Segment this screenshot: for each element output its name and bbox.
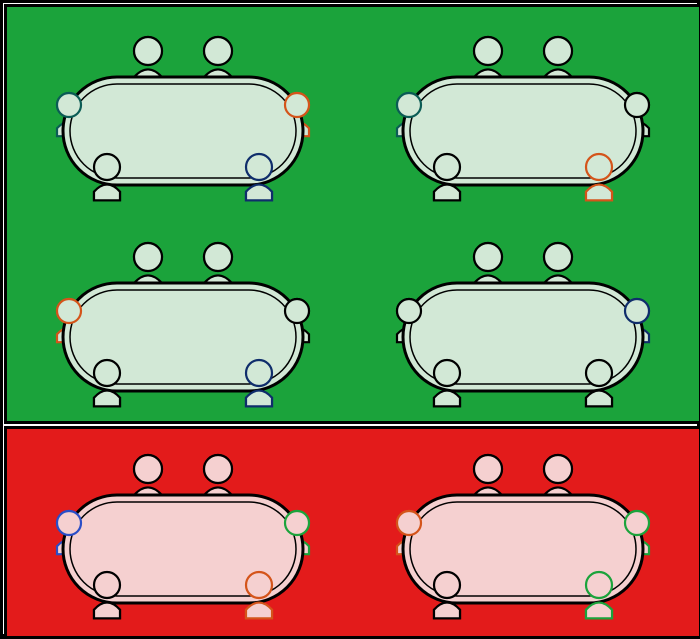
poker-table-t6 (383, 437, 663, 627)
poker-table-t4 (383, 225, 663, 415)
poker-table-t1 (43, 19, 323, 209)
diagram-frame (0, 0, 700, 637)
poker-table-t3 (43, 225, 323, 415)
poker-table-t5 (43, 437, 323, 627)
poker-table-t2 (383, 19, 663, 209)
